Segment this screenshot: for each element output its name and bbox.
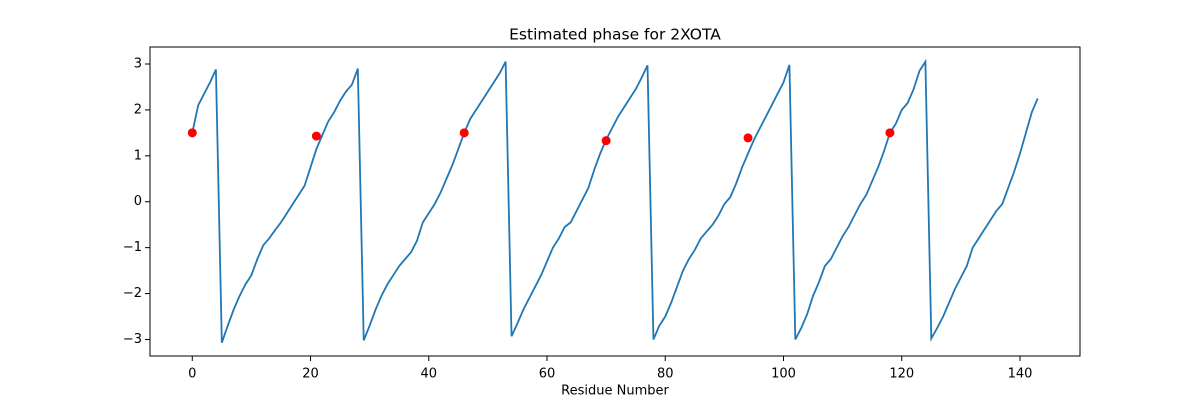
y-tick-label: −1 (123, 240, 142, 255)
x-tick-label: 120 (889, 367, 914, 382)
x-tick-label: 100 (771, 367, 796, 382)
y-tick-label: 3 (134, 56, 142, 71)
x-tick-label: 0 (188, 367, 196, 382)
marker-point (743, 133, 753, 143)
y-tick-label: 1 (134, 148, 142, 163)
marker-point (885, 128, 895, 138)
chart-title: Estimated phase for 2XOTA (509, 26, 721, 44)
x-tick-label: 20 (302, 367, 319, 382)
marker-point (187, 128, 197, 138)
marker-point (601, 136, 611, 146)
x-axis-label: Residue Number (561, 384, 669, 399)
y-tick-label: 0 (134, 194, 142, 209)
y-tick-label: −2 (123, 286, 142, 301)
marker-point (459, 128, 469, 138)
x-tick-label: 60 (539, 367, 556, 382)
marker-point (311, 131, 321, 141)
x-tick-label: 140 (1008, 367, 1033, 382)
plot-frame (149, 46, 1081, 357)
x-tick-label: 40 (420, 367, 437, 382)
y-tick-label: −3 (123, 332, 142, 347)
line-series (191, 58, 1039, 343)
x-tick-label: 80 (657, 367, 674, 382)
y-tick-label: 2 (134, 102, 142, 117)
